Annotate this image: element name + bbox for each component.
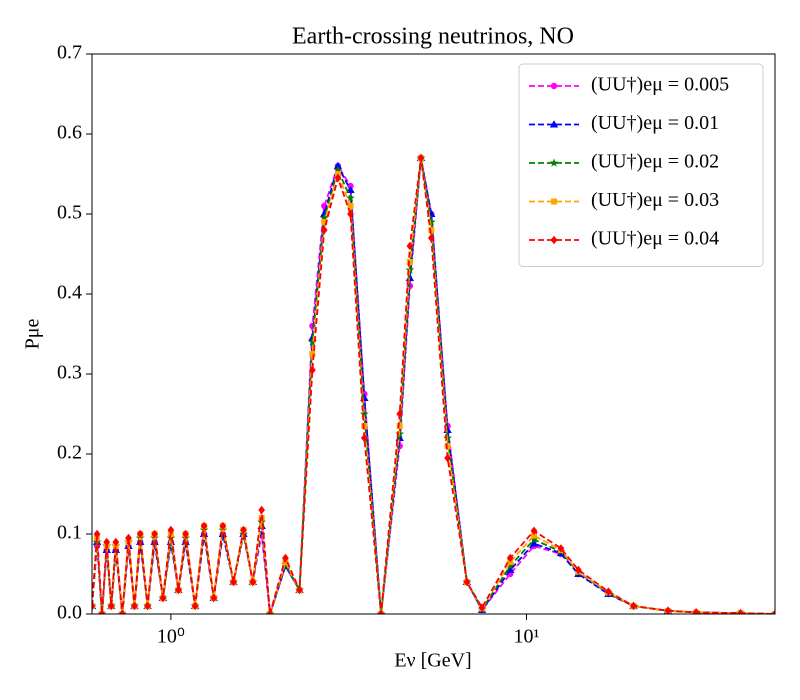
legend-label: (UU†)eμ = 0.04 xyxy=(591,228,719,250)
marker xyxy=(530,526,538,535)
legend-label: (UU†)eμ = 0.02 xyxy=(591,151,719,173)
series-line xyxy=(92,157,775,614)
marker xyxy=(396,423,403,429)
marker xyxy=(377,609,385,614)
marker xyxy=(266,609,274,614)
marker xyxy=(200,521,208,531)
marker xyxy=(144,601,151,611)
y-tick-label: 0.1 xyxy=(57,522,82,544)
marker xyxy=(406,259,413,265)
legend-marker xyxy=(550,235,558,245)
y-tick-label: 0.2 xyxy=(57,442,82,464)
marker xyxy=(98,609,106,614)
marker xyxy=(575,565,582,575)
marker xyxy=(417,153,425,163)
chart-title: Earth-crossing neutrinos, NO xyxy=(292,24,574,50)
legend-label: (UU†)eμ = 0.01 xyxy=(591,112,719,134)
marker xyxy=(249,577,257,587)
marker xyxy=(692,608,700,614)
marker xyxy=(182,529,189,539)
marker xyxy=(406,241,414,251)
marker xyxy=(347,203,354,209)
marker xyxy=(359,409,369,418)
marker xyxy=(136,529,144,539)
y-tick-label: 0.6 xyxy=(57,122,82,144)
marker xyxy=(346,193,355,202)
marker xyxy=(505,565,515,573)
marker xyxy=(125,533,132,543)
marker xyxy=(151,529,158,539)
marker xyxy=(103,537,111,547)
marker xyxy=(93,529,101,539)
y-tick-label: 0.3 xyxy=(57,362,82,384)
marker xyxy=(664,606,672,614)
marker xyxy=(118,609,126,614)
marker xyxy=(309,365,316,375)
marker xyxy=(333,161,343,169)
marker xyxy=(529,534,539,544)
marker xyxy=(107,601,115,611)
legend-marker xyxy=(550,82,558,90)
marker xyxy=(321,219,328,225)
marker xyxy=(334,173,342,183)
marker xyxy=(426,217,436,226)
marker xyxy=(191,601,199,611)
legend-marker xyxy=(551,198,557,205)
y-axis-label: Pμe xyxy=(22,319,44,350)
y-tick-label: 0.4 xyxy=(57,282,82,304)
legend-marker xyxy=(549,158,559,167)
marker xyxy=(506,553,514,563)
marker xyxy=(444,453,451,463)
legend-box xyxy=(518,63,764,267)
x-tick-label: 10¹ xyxy=(513,626,539,648)
marker xyxy=(282,553,289,563)
marker xyxy=(309,351,316,357)
marker xyxy=(320,225,328,235)
marker xyxy=(307,337,317,346)
marker xyxy=(112,537,120,547)
marker xyxy=(530,532,537,539)
plot-area xyxy=(92,153,775,614)
legend-label: (UU†)eμ = 0.005 xyxy=(591,74,729,96)
marker xyxy=(396,409,404,419)
marker xyxy=(463,577,471,587)
marker xyxy=(347,209,354,219)
x-tick-label: 10⁰ xyxy=(157,626,185,648)
marker xyxy=(360,433,368,443)
marker xyxy=(240,525,247,535)
marker xyxy=(557,544,565,553)
marker xyxy=(333,165,343,174)
marker xyxy=(159,593,167,603)
y-tick-label: 0.5 xyxy=(57,202,82,224)
marker xyxy=(210,593,218,603)
legend-label: (UU†)eμ = 0.03 xyxy=(591,189,719,211)
y-tick-label: 0.7 xyxy=(57,42,82,64)
marker xyxy=(771,609,775,614)
marker xyxy=(427,233,435,243)
marker xyxy=(296,585,303,595)
marker xyxy=(131,601,138,611)
y-tick-label: 0.0 xyxy=(57,602,82,624)
marker xyxy=(478,603,486,612)
marker xyxy=(630,601,637,611)
legend-marker xyxy=(549,120,559,128)
marker xyxy=(605,587,612,596)
plot-frame xyxy=(91,53,776,615)
marker xyxy=(319,213,329,222)
marker xyxy=(737,609,744,614)
marker xyxy=(529,539,539,547)
marker xyxy=(175,585,182,595)
marker xyxy=(428,227,435,233)
marker xyxy=(505,561,515,570)
marker xyxy=(258,505,266,515)
x-axis-label: Eν [GeV] xyxy=(394,650,471,672)
marker xyxy=(92,601,96,611)
marker xyxy=(167,525,175,535)
marker xyxy=(230,577,237,587)
marker xyxy=(219,521,227,531)
